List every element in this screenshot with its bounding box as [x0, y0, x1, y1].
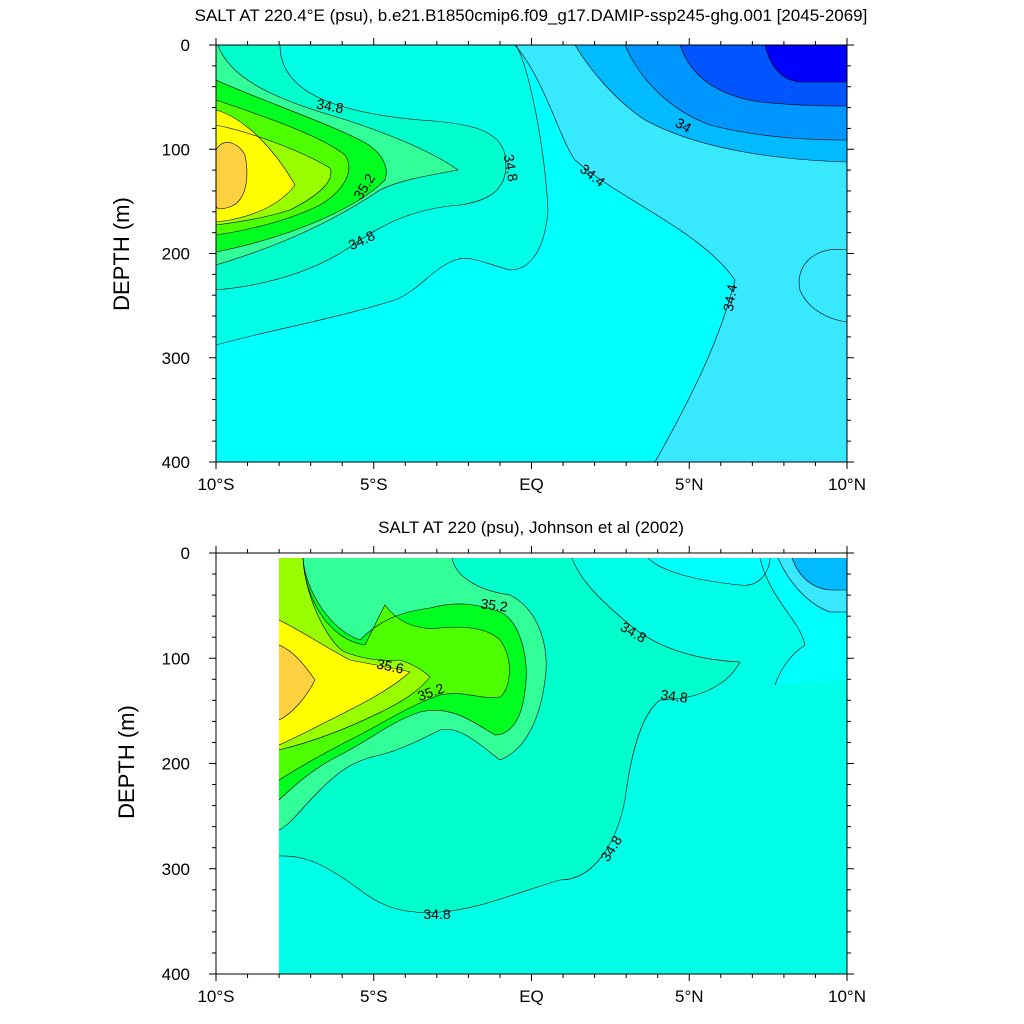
x-tick-label: 10°S — [197, 475, 234, 494]
x-tick-label: EQ — [519, 475, 544, 494]
contour-band — [279, 645, 315, 720]
x-tick-label: 5°S — [360, 987, 388, 1006]
contour-label: 35.6 — [375, 655, 405, 676]
x-tick-label: 5°S — [360, 475, 388, 494]
panel-bottom: SALT AT 220 (psu), Johnson et al (2002) — [114, 518, 866, 1006]
contour-label: 34 — [673, 114, 695, 136]
x-tick-label: 5°N — [675, 475, 704, 494]
chart-title: SALT AT 220 (psu), Johnson et al (2002) — [378, 518, 684, 537]
contour-label: 34.8 — [315, 96, 345, 117]
contour-label: 34.8 — [501, 153, 522, 183]
x-tick-label: 10°N — [828, 987, 866, 1006]
x-tick-label: 10°N — [828, 475, 866, 494]
x-tick-label: EQ — [519, 987, 544, 1006]
panel-top: SALT AT 220.4°E (psu), b.e21.B1850cmip6.… — [109, 6, 867, 494]
contour-band — [765, 45, 847, 82]
contour-label: 35.2 — [480, 595, 509, 615]
contour-band — [279, 620, 410, 745]
patch-34-6 — [799, 249, 847, 322]
chart-title: SALT AT 220.4°E (psu), b.e21.B1850cmip6.… — [195, 6, 868, 25]
x-tick-label: 5°N — [675, 987, 704, 1006]
y-tick-label: 0 — [181, 36, 190, 55]
y-tick-label: 300 — [162, 860, 190, 879]
contour-band — [648, 558, 770, 586]
contour-fill-bottom — [279, 558, 847, 974]
contour-fill-top — [216, 45, 847, 462]
y-tick-label: 100 — [162, 649, 190, 668]
contour-label: 34.4 — [720, 283, 741, 313]
y-tick-label: 200 — [162, 245, 190, 264]
x-tick-label: 10°S — [197, 987, 234, 1006]
contour-label: 34.8 — [423, 906, 450, 922]
y-axis-label: DEPTH (m) — [114, 705, 139, 819]
axis-ticks-top: 10°S 5°S EQ 5°N 10°N 0 100 200 300 400 — [162, 36, 866, 494]
contour-band — [216, 142, 247, 209]
y-tick-label: 200 — [162, 755, 190, 774]
y-axis-label: DEPTH (m) — [109, 197, 134, 311]
contour-lines-bottom — [279, 558, 847, 913]
y-tick-label: 400 — [162, 453, 190, 472]
y-tick-label: 0 — [181, 544, 190, 563]
axis-ticks-bottom: 10°S 5°S EQ 5°N 10°N 0 100 200 300 400 — [162, 544, 866, 1006]
y-tick-label: 100 — [162, 140, 190, 159]
y-tick-label: 400 — [162, 965, 190, 984]
contour-band — [792, 558, 847, 590]
contour-label: 34.8 — [660, 686, 689, 706]
y-tick-label: 300 — [162, 349, 190, 368]
